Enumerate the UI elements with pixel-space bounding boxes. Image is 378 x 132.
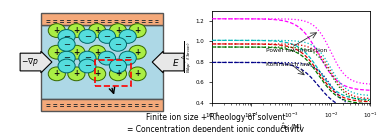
Text: −: − <box>104 32 110 41</box>
Text: +: + <box>73 69 79 78</box>
Circle shape <box>68 24 85 37</box>
Circle shape <box>119 30 136 43</box>
Bar <box>41 99 163 111</box>
Text: +: + <box>115 26 121 35</box>
Text: +: + <box>135 69 141 78</box>
Bar <box>41 25 163 99</box>
Text: +: + <box>73 48 79 57</box>
Text: −: − <box>84 54 91 63</box>
Circle shape <box>58 37 75 51</box>
Text: +: + <box>135 26 141 35</box>
Text: Finite ion size + Rheology of solvent: Finite ion size + Rheology of solvent <box>146 113 285 122</box>
Text: +: + <box>94 26 100 35</box>
Bar <box>95 60 132 86</box>
Text: −: − <box>124 32 131 41</box>
Circle shape <box>79 51 96 65</box>
Text: +: + <box>54 26 60 35</box>
Text: −: − <box>115 40 121 49</box>
Circle shape <box>129 24 146 37</box>
Text: +: + <box>94 48 100 57</box>
Text: = Concentration dependent ionic conductivity: = Concentration dependent ionic conducti… <box>127 125 304 132</box>
Text: −: − <box>63 32 70 41</box>
Circle shape <box>88 67 106 81</box>
Circle shape <box>109 59 127 73</box>
Bar <box>41 13 163 25</box>
Text: −: − <box>63 54 70 63</box>
Text: +: + <box>115 69 121 78</box>
Circle shape <box>109 37 127 51</box>
Circle shape <box>129 45 146 59</box>
Circle shape <box>88 24 106 37</box>
Text: −: − <box>63 62 70 70</box>
Circle shape <box>68 67 85 81</box>
Circle shape <box>79 30 96 43</box>
Circle shape <box>58 30 75 43</box>
Text: −: − <box>63 40 70 49</box>
Text: −: − <box>115 62 121 70</box>
Text: −: − <box>124 54 131 63</box>
Circle shape <box>58 51 75 65</box>
Circle shape <box>88 45 106 59</box>
Circle shape <box>98 51 116 65</box>
Circle shape <box>68 45 85 59</box>
Circle shape <box>109 67 127 81</box>
Text: −: − <box>104 54 110 63</box>
Text: +: + <box>94 69 100 78</box>
Text: −: − <box>84 62 91 70</box>
Circle shape <box>98 30 116 43</box>
Text: Power law prediction: Power law prediction <box>266 48 327 53</box>
Text: +: + <box>73 26 79 35</box>
FancyArrow shape <box>152 51 184 73</box>
Circle shape <box>58 59 75 73</box>
Circle shape <box>129 67 146 81</box>
Text: +: + <box>54 69 60 78</box>
Text: $E$: $E$ <box>172 56 179 68</box>
Y-axis label: $\frac{\Lambda}{N_A q v^*/(3\pi con)}$: $\frac{\Lambda}{N_A q v^*/(3\pi con)}$ <box>180 41 194 73</box>
Circle shape <box>109 24 127 37</box>
FancyArrow shape <box>20 51 52 73</box>
Circle shape <box>119 51 136 65</box>
X-axis label: $\hat{n}_0$ (M): $\hat{n}_0$ (M) <box>280 121 302 132</box>
Circle shape <box>48 45 65 59</box>
Text: $-\nabla p$: $-\nabla p$ <box>21 56 39 68</box>
Text: Kohlrausch law: Kohlrausch law <box>266 62 310 67</box>
Circle shape <box>48 67 65 81</box>
Text: +: + <box>54 48 60 57</box>
Circle shape <box>79 59 96 73</box>
Text: −: − <box>84 32 91 41</box>
Circle shape <box>48 24 65 37</box>
Text: +: + <box>135 48 141 57</box>
